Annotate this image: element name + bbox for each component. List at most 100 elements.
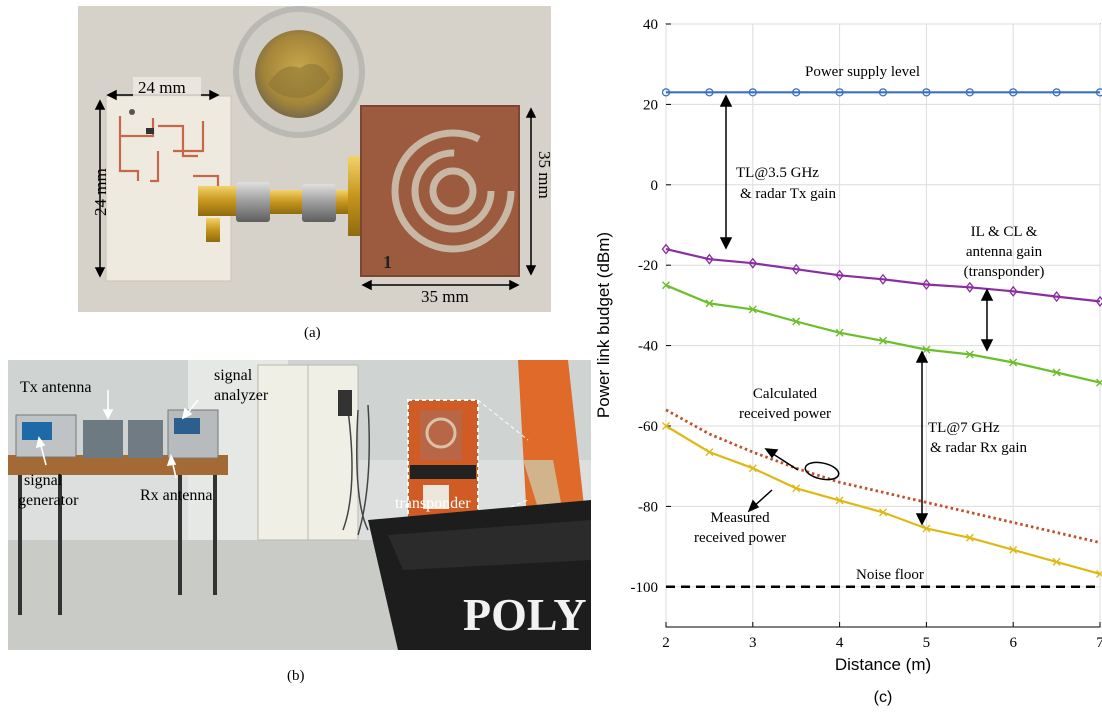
point-transponder	[705, 253, 714, 265]
label-arrows	[35, 390, 199, 479]
y-tick-label: 20	[643, 97, 658, 113]
point-transponder	[791, 263, 801, 275]
point-green	[965, 350, 974, 359]
point-measured	[792, 484, 801, 493]
label-tx-antenna: Tx antenna	[20, 379, 92, 396]
point-green	[792, 317, 801, 326]
x-tick-label: 4	[836, 635, 844, 651]
annotation-tl7-line1: TL@7 GHz	[928, 420, 1000, 436]
point-green	[662, 281, 670, 290]
point-transponder	[1095, 295, 1102, 307]
x-tick-label: 6	[1009, 635, 1017, 651]
point-supply	[1095, 88, 1102, 97]
coin	[233, 6, 365, 138]
point-measured	[1009, 545, 1018, 554]
label-signal-generator-1: signal	[24, 472, 63, 489]
point-supply	[792, 88, 801, 97]
label-signal-generator-2: generator	[18, 492, 79, 509]
y-tick-label: -80	[638, 499, 658, 515]
y-tick-label: -60	[638, 419, 658, 435]
annotation-tl35-line2: & radar Tx gain	[740, 186, 836, 202]
point-transponder	[878, 273, 888, 285]
point-green	[835, 328, 844, 337]
point-supply	[748, 88, 757, 97]
point-measured	[879, 508, 887, 517]
power-link-budget-chart: 2 3 4 5 6 7 40 20 0 -20 -40 -60 -80 -100 Power supply…	[594, 17, 1102, 706]
point-supply	[835, 88, 844, 97]
dim-bottom-right: 35 mm	[421, 287, 469, 306]
point-transponder	[748, 257, 758, 269]
x-axis-label: Distance (m)	[835, 655, 931, 674]
label-signal-analyzer-1: signal	[214, 367, 253, 384]
annotation-measured-line2: received power	[694, 530, 786, 546]
x-tick-label: 3	[749, 635, 757, 651]
point-supply	[705, 88, 714, 97]
point-measured	[922, 524, 931, 533]
y-tick-label: -40	[638, 339, 658, 355]
x-tick-label: 2	[662, 635, 670, 651]
y-axis-label: Power link budget (dBm)	[594, 232, 613, 418]
y-tick-label: -20	[638, 258, 658, 274]
series-markers	[661, 88, 1102, 578]
annotation-power-supply: Power supply level	[805, 64, 920, 80]
annotation-arrows	[719, 94, 994, 526]
annotation-noise-floor: Noise floor	[856, 567, 924, 583]
label-rx-antenna: Rx antenna	[140, 487, 212, 504]
point-green	[748, 305, 757, 314]
point-green	[705, 299, 714, 308]
small-transponder-board	[105, 95, 232, 282]
caption-b: (b)	[287, 668, 305, 684]
board-number: 1	[383, 252, 392, 272]
point-transponder	[965, 281, 975, 293]
lab-photo-drawing: Tx antenna signal analyzer signal genera…	[8, 360, 591, 650]
point-transponder	[835, 269, 844, 281]
point-measured	[705, 448, 714, 457]
annotation-tl7-line2: & radar Rx gain	[930, 440, 1028, 456]
annotation-il-line2: antenna gain	[966, 244, 1043, 260]
point-supply	[922, 88, 931, 97]
photo-pcb-boards: 1 24 mm 24 mm 35 mm 35 mm	[78, 6, 551, 312]
point-green	[1009, 358, 1018, 367]
point-green	[1052, 368, 1061, 377]
annotation-measured-line1: Measured	[710, 510, 770, 526]
spiral-antenna-board: 1	[360, 105, 520, 277]
point-measured	[965, 533, 974, 542]
annotation-il-line3: (transponder)	[964, 264, 1045, 280]
point-measured	[835, 496, 844, 505]
black-bin	[368, 500, 591, 650]
dim-side-right: 35 mm	[535, 151, 551, 199]
annotation-calculated-line2: received power	[739, 406, 831, 422]
label-signal-analyzer-2: analyzer	[214, 387, 269, 404]
point-measured	[1052, 557, 1061, 566]
series-line-transponder	[665, 248, 1101, 303]
annotation-tl35-line1: TL@3.5 GHz	[736, 165, 819, 181]
point-transponder	[922, 278, 931, 291]
point-transponder	[661, 243, 671, 255]
y-tick-label: 0	[651, 178, 659, 194]
y-tick-label: 40	[643, 17, 658, 33]
y-tick-label: -100	[631, 580, 659, 596]
photo-lab-setup: Tx antenna signal analyzer signal genera…	[8, 360, 591, 650]
point-supply	[1009, 88, 1018, 97]
equipment-table	[8, 409, 228, 615]
x-tick-label: 5	[923, 635, 931, 651]
point-transponder	[1052, 290, 1061, 303]
point-measured	[662, 422, 670, 430]
series-line-calculated	[665, 408, 1101, 544]
point-supply	[965, 88, 974, 97]
annotation-calculated-line1: Calculated	[753, 386, 818, 402]
point-supply	[661, 88, 671, 97]
point-supply	[1052, 88, 1061, 97]
point-supply	[878, 88, 888, 97]
x-tick-label: 7	[1096, 635, 1102, 651]
point-transponder	[1008, 285, 1018, 297]
grid-lines	[665, 23, 1101, 627]
dim-side-left: 24 mm	[91, 168, 110, 216]
pcb-photo-drawing: 1 24 mm 24 mm 35 mm 35 mm	[78, 6, 551, 312]
point-green	[922, 345, 931, 354]
point-measured	[748, 464, 757, 473]
poly-sign: POLY	[463, 589, 587, 640]
caption-c: (c)	[874, 689, 893, 706]
caption-a: (a)	[304, 325, 321, 341]
point-green	[879, 336, 887, 345]
